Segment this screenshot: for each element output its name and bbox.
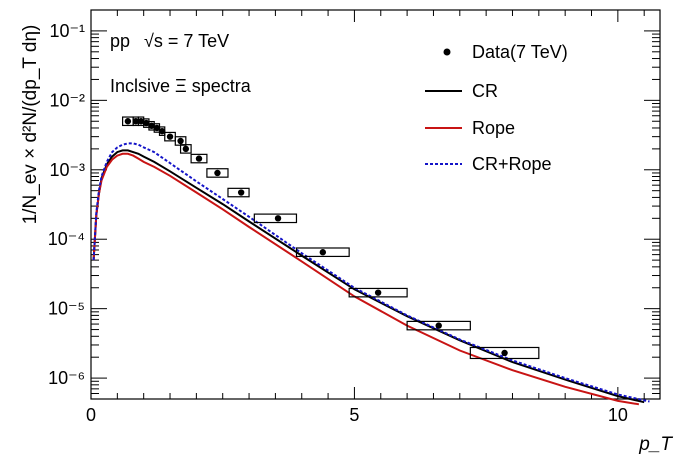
data-points bbox=[122, 116, 540, 360]
data-marker bbox=[158, 127, 166, 135]
x-tick-label: 0 bbox=[86, 405, 96, 425]
sys-box bbox=[469, 346, 540, 360]
data-marker bbox=[435, 322, 442, 329]
legend-label: Rope bbox=[472, 118, 515, 138]
y-tick-label: 10⁻⁴ bbox=[48, 229, 85, 249]
sys-box bbox=[179, 144, 192, 154]
data-marker bbox=[124, 118, 132, 125]
legend-marker bbox=[443, 48, 451, 56]
curve-cr bbox=[92, 149, 645, 404]
axis-titles: p_T 1/N_ev × d²N/(dp_T dη) bbox=[20, 25, 673, 455]
data-marker bbox=[501, 349, 508, 357]
data-marker bbox=[274, 215, 282, 222]
y-ticks: 10⁻⁶ 10⁻⁵ 10⁻⁴ 10⁻³ 10⁻² 10⁻¹ bbox=[48, 9, 660, 400]
sys-box bbox=[227, 187, 250, 198]
data-marker bbox=[177, 137, 184, 145]
legend-label: Data(7 TeV) bbox=[472, 42, 568, 62]
data-marker bbox=[195, 155, 203, 162]
sys-box bbox=[295, 247, 350, 258]
sys-box bbox=[406, 320, 471, 331]
sys-box bbox=[253, 213, 298, 224]
data-marker bbox=[132, 118, 139, 125]
data-marker bbox=[143, 119, 150, 127]
annotation-spectra: Inclsive Ξ spectra bbox=[110, 76, 252, 96]
sys-box bbox=[190, 153, 208, 164]
data-marker bbox=[319, 249, 327, 256]
data-marker bbox=[182, 145, 190, 153]
data-marker bbox=[153, 124, 161, 132]
sys-box bbox=[348, 287, 408, 298]
x-axis-title: p_T bbox=[638, 434, 673, 455]
annotation-energy: √s = 7 TeV bbox=[144, 31, 229, 51]
plot-frame bbox=[90, 9, 661, 400]
x-tick-label: 10 bbox=[608, 405, 628, 425]
legend-label: CR+Rope bbox=[472, 154, 552, 174]
y-tick-label: 10⁻⁶ bbox=[48, 368, 85, 388]
data-marker bbox=[374, 289, 382, 296]
y-tick-label: 10⁻⁵ bbox=[48, 299, 85, 319]
data-marker bbox=[237, 189, 245, 196]
annotations: pp √s = 7 TeV Inclsive Ξ spectra bbox=[110, 31, 252, 96]
legend-label: CR bbox=[472, 81, 498, 101]
y-tick-label: 10⁻² bbox=[49, 90, 85, 110]
model-curves bbox=[92, 142, 650, 406]
data-marker bbox=[137, 118, 145, 125]
legend: Data(7 TeV) CR Rope CR+Rope bbox=[425, 42, 568, 174]
curve-cr-rope bbox=[92, 142, 650, 403]
y-tick-label: 10⁻³ bbox=[49, 160, 85, 180]
annotation-system: pp bbox=[110, 31, 130, 51]
x-ticks: 0 5 10 bbox=[86, 10, 645, 425]
y-tick-label: 10⁻¹ bbox=[49, 21, 85, 41]
data-marker bbox=[148, 122, 155, 129]
x-tick-label: 5 bbox=[349, 405, 359, 425]
data-marker bbox=[214, 169, 221, 177]
curve-rope bbox=[92, 152, 640, 406]
y-axis-title: 1/N_ev × d²N/(dp_T dη) bbox=[20, 25, 41, 225]
plot-border bbox=[90, 9, 661, 400]
data-marker bbox=[166, 133, 174, 140]
sys-box bbox=[206, 168, 229, 178]
